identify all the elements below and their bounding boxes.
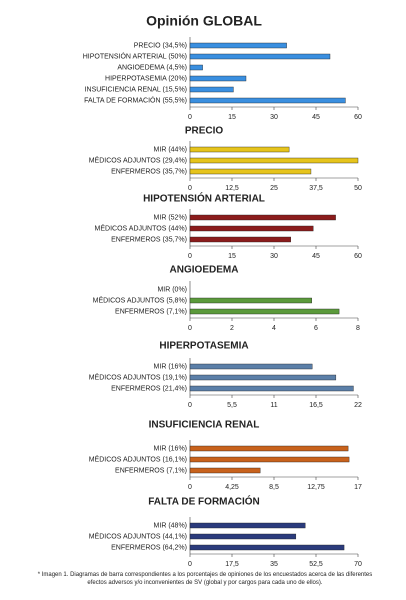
x-tick-label: 0 bbox=[188, 114, 192, 121]
x-tick-label: 12,5 bbox=[225, 185, 239, 192]
y-tick-label: MIR (44%) bbox=[154, 146, 187, 153]
y-tick-label: HIPOTENSIÓN ARTERIAL (50%) bbox=[83, 51, 187, 60]
x-tick-label: 2 bbox=[230, 325, 234, 332]
x-tick-label: 0 bbox=[188, 325, 192, 332]
x-tick-label: 70 bbox=[354, 561, 362, 568]
x-tick-label: 6 bbox=[314, 325, 318, 332]
x-tick-label: 37,5 bbox=[309, 185, 323, 192]
y-tick-label: MÉDICOS ADJUNTOS (5,8%) bbox=[93, 295, 187, 304]
bar bbox=[189, 533, 297, 540]
chart-title: HIPERPOTASEMIA bbox=[159, 341, 248, 352]
chart-title: ANGIOEDEMA bbox=[170, 265, 239, 276]
y-tick-label: MIR (0%) bbox=[157, 286, 187, 293]
x-tick-label: 4,25 bbox=[225, 484, 239, 491]
y-tick-label: PRECIO (34,5%) bbox=[134, 42, 187, 49]
bar bbox=[189, 445, 349, 452]
x-tick-label: 0 bbox=[188, 484, 192, 491]
y-tick-label: INSUFICIENCIA RENAL (15,5%) bbox=[85, 86, 187, 93]
x-tick-label: 12,75 bbox=[307, 484, 325, 491]
y-tick-label: MÉDICOS ADJUNTOS (19,1%) bbox=[89, 372, 187, 381]
y-tick-label: MÉDICOS ADJUNTOS (44,1%) bbox=[89, 531, 187, 540]
x-tick-label: 0 bbox=[188, 561, 192, 568]
bar bbox=[189, 456, 350, 463]
y-tick-label: MIR (52%) bbox=[154, 214, 187, 221]
bar bbox=[189, 146, 290, 153]
bar bbox=[189, 75, 247, 82]
bar bbox=[189, 297, 313, 304]
y-tick-label: ENFERMEROS (21,4%) bbox=[111, 385, 187, 392]
chart-title: HIPOTENSIÓN ARTERIAL bbox=[143, 192, 265, 205]
y-tick-label: MÉDICOS ADJUNTOS (29,4%) bbox=[89, 155, 187, 164]
x-tick-label: 8,5 bbox=[269, 484, 279, 491]
x-tick-label: 0 bbox=[188, 402, 192, 409]
x-tick-label: 17,5 bbox=[225, 561, 239, 568]
x-tick-label: 15 bbox=[228, 253, 236, 260]
x-tick-label: 45 bbox=[312, 253, 320, 260]
x-tick-label: 25 bbox=[270, 185, 278, 192]
caption: * Imagen 1. Diagramas de barra correspon… bbox=[37, 572, 373, 586]
bar bbox=[189, 308, 340, 315]
bar bbox=[189, 53, 331, 60]
x-tick-label: 60 bbox=[354, 253, 362, 260]
x-tick-label: 17 bbox=[354, 484, 362, 491]
x-tick-label: 4 bbox=[272, 325, 276, 332]
x-tick-label: 0 bbox=[188, 253, 192, 260]
bar bbox=[189, 225, 314, 232]
x-tick-label: 52,5 bbox=[309, 561, 323, 568]
chart-title: Opinión GLOBAL bbox=[146, 13, 262, 29]
x-tick-label: 5,5 bbox=[227, 402, 237, 409]
x-tick-label: 30 bbox=[270, 253, 278, 260]
y-tick-label: ENFERMEROS (64,2%) bbox=[111, 544, 187, 551]
x-tick-label: 8 bbox=[356, 325, 360, 332]
bar bbox=[189, 42, 287, 49]
bar bbox=[189, 236, 292, 243]
x-tick-label: 45 bbox=[312, 114, 320, 121]
y-tick-label: MIR (16%) bbox=[154, 363, 187, 370]
bar bbox=[189, 363, 313, 370]
chart-title: INSUFICIENCIA RENAL bbox=[149, 420, 260, 431]
bar bbox=[189, 374, 337, 381]
bar bbox=[189, 86, 234, 93]
y-tick-label: FALTA DE FORMACIÓN (55,5%) bbox=[84, 95, 187, 104]
y-tick-label: ENFERMEROS (35,7%) bbox=[111, 168, 187, 175]
x-tick-label: 15 bbox=[228, 114, 236, 121]
bar bbox=[189, 544, 345, 551]
x-tick-label: 30 bbox=[270, 114, 278, 121]
bar bbox=[189, 467, 261, 474]
x-tick-label: 11 bbox=[270, 402, 277, 409]
x-tick-label: 35 bbox=[270, 561, 278, 568]
bar bbox=[189, 385, 354, 392]
bar bbox=[189, 97, 346, 104]
y-tick-label: ENFERMEROS (7,1%) bbox=[115, 467, 187, 474]
y-tick-label: MÉDICOS ADJUNTOS (44%) bbox=[95, 223, 187, 232]
x-tick-label: 16,5 bbox=[309, 402, 323, 409]
x-tick-label: 0 bbox=[188, 185, 192, 192]
x-tick-label: 60 bbox=[354, 114, 362, 121]
y-tick-label: MIR (16%) bbox=[154, 445, 187, 452]
chart-title: PRECIO bbox=[185, 126, 224, 137]
y-tick-label: MÉDICOS ADJUNTOS (16,1%) bbox=[89, 454, 187, 463]
x-tick-label: 50 bbox=[354, 185, 362, 192]
y-tick-label: ANGIOEDEMA (4,5%) bbox=[117, 64, 187, 71]
y-tick-label: HIPERPOTASEMIA (20%) bbox=[105, 75, 187, 82]
bar bbox=[189, 168, 312, 175]
y-tick-label: ENFERMEROS (7,1%) bbox=[115, 308, 187, 315]
y-tick-label: MIR (48%) bbox=[154, 522, 187, 529]
y-tick-label: ENFERMEROS (35,7%) bbox=[111, 236, 187, 243]
bar bbox=[189, 522, 306, 529]
chart-title: FALTA DE FORMACIÓN bbox=[148, 495, 259, 508]
bar bbox=[189, 64, 203, 71]
x-tick-label: 22 bbox=[354, 402, 362, 409]
bar bbox=[189, 157, 359, 164]
bar bbox=[189, 214, 336, 221]
